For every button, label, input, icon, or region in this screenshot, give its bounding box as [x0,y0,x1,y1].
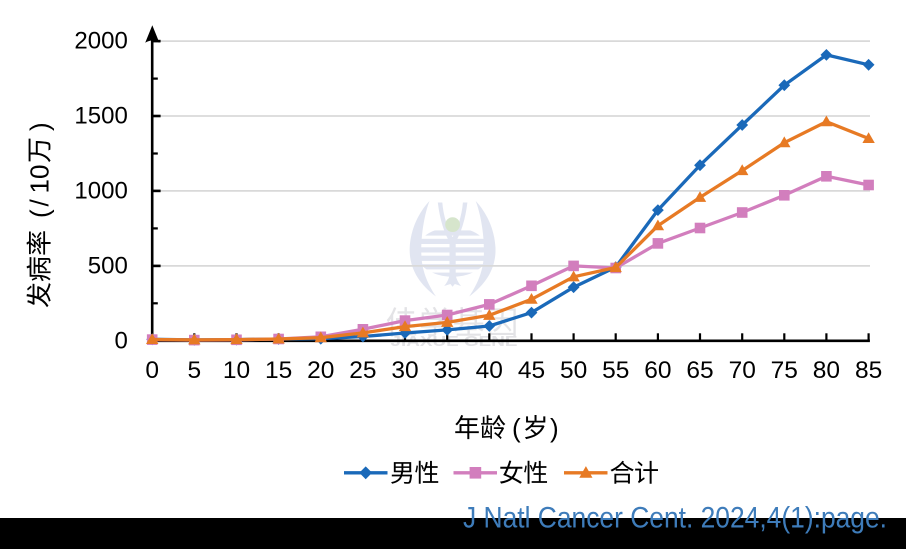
svg-text:25: 25 [349,357,376,384]
svg-text:5: 5 [187,357,201,384]
svg-text:20: 20 [307,357,334,384]
svg-text:2000: 2000 [74,28,127,55]
svg-text:75: 75 [771,357,798,384]
svg-text:60: 60 [644,357,671,384]
svg-text:(: ( [25,209,55,218]
svg-text:500: 500 [88,253,128,280]
svg-text:15: 15 [265,357,292,384]
svg-text:J Natl Cancer Cent. 2024,4(1):: J Natl Cancer Cent. 2024,4(1):page. [463,502,887,535]
svg-text:35: 35 [434,357,461,384]
svg-text:10: 10 [25,165,55,194]
svg-text:0: 0 [114,327,127,354]
svg-text:45: 45 [518,357,545,384]
svg-text:80: 80 [813,357,840,384]
svg-text:(: ( [512,413,521,443]
svg-text:): ) [550,413,559,443]
svg-text:70: 70 [729,357,756,384]
svg-text:40: 40 [476,357,503,384]
svg-text:65: 65 [686,357,713,384]
svg-text:30: 30 [391,357,418,384]
svg-text:1000: 1000 [74,178,127,205]
svg-text:1500: 1500 [74,103,127,130]
svg-text:85: 85 [855,357,882,384]
svg-text:0: 0 [145,357,159,384]
svg-text:50: 50 [560,357,587,384]
svg-text:/: / [25,199,55,207]
svg-text:10: 10 [223,357,250,384]
svg-text:55: 55 [602,357,629,384]
svg-text:): ) [25,122,55,131]
